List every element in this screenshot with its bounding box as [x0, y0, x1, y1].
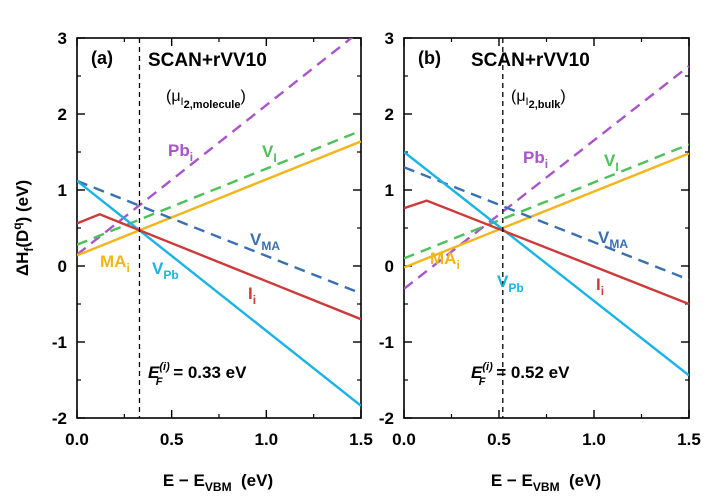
series-label-ma-i: MAi [100, 252, 130, 275]
series-group [404, 65, 689, 377]
y-tick-label: -1 [379, 333, 394, 352]
x-tick-label: 1.0 [582, 430, 606, 449]
x-axis-label-a: E − EVBM (eV) [163, 471, 273, 494]
series-line-pb-i [404, 65, 689, 290]
series-label-pb-i: Pbi [523, 148, 548, 171]
series-line-v-i [404, 143, 689, 260]
panel-title: SCAN+rVV10 [148, 50, 267, 71]
series-line-v-pb [77, 179, 361, 407]
series-label-v-ma: VMA [250, 230, 280, 253]
x-tick-label: 1.5 [677, 430, 701, 449]
series-label-v-i: VI [262, 142, 277, 165]
y-tick-label: -1 [52, 333, 67, 352]
y-tick-label: 0 [385, 257, 394, 276]
series-label-v-ma: VMA [598, 228, 628, 251]
x-tick-label: 0.5 [160, 430, 184, 449]
series-group [77, 38, 361, 407]
y-tick-label: 3 [58, 29, 67, 48]
panel-subtitle: (μI2,bulk) [511, 88, 566, 111]
y-tick-label: -2 [52, 409, 67, 428]
x-tick-label: 1.0 [255, 430, 279, 449]
panel-letter: (b) [418, 48, 441, 68]
fermi-level-annotation: E(i) F = 0.33 eV [148, 361, 247, 388]
series-label-v-pb: VPb [152, 259, 179, 282]
y-tick-label: 0 [58, 257, 67, 276]
series-line-v-pb [404, 151, 689, 377]
plot-frame [403, 37, 690, 419]
series-label-i-i: Ii [248, 284, 256, 307]
series-line-v-ma [404, 166, 689, 281]
y-tick-label: 1 [58, 181, 67, 200]
series-line-i-i [404, 199, 689, 306]
series-label-pb-i: Pbi [168, 141, 193, 164]
panel-b: 0.0 0.5 1.0 1.5 -2 -1 0 1 2 3 Pbi VI MAi VMA VPb Ii (b) S… [379, 29, 701, 449]
panel-a: 0.0 0.5 1.0 1.5 -2 -1 0 1 2 3 Pbi VI MAi VMA VPb Ii (a) S… [52, 29, 373, 449]
x-tick-label: 0.5 [487, 430, 511, 449]
panel-title: SCAN+rVV10 [471, 50, 590, 71]
y-tick-label: 2 [385, 105, 394, 124]
fermi-level-annotation: E(i) F = 0.52 eV [471, 361, 570, 388]
panels: 0.0 0.5 1.0 1.5 -2 -1 0 1 2 3 Pbi VI MAi VMA VPb Ii (a) S… [52, 29, 701, 449]
panel-subtitle: (μI2,molecule) [166, 88, 246, 111]
y-tick-label: 3 [385, 29, 394, 48]
series-label-i-i: Ii [596, 275, 604, 298]
y-axis-label: ΔHf(Dq) (eV) [10, 180, 36, 276]
series-line-v-i [77, 129, 361, 246]
panel-letter: (a) [91, 48, 113, 68]
y-tick-label: 2 [58, 105, 67, 124]
y-tick-label: -2 [379, 409, 394, 428]
series-label-v-pb: VPb [497, 272, 524, 295]
series-line-i-i [77, 213, 361, 321]
x-tick-label: 0.0 [65, 430, 89, 449]
y-tick-label: 1 [385, 181, 394, 200]
x-tick-label: 0.0 [392, 430, 416, 449]
series-label-v-i: VI [604, 151, 619, 174]
series-line-v-ma [77, 179, 361, 295]
x-axis-label-b: E − EVBM (eV) [491, 471, 601, 494]
series-label-ma-i: MAi [430, 249, 460, 272]
series-line-ma-i [404, 152, 689, 269]
series-line-ma-i [77, 140, 361, 257]
x-tick-label: 1.5 [349, 430, 373, 449]
